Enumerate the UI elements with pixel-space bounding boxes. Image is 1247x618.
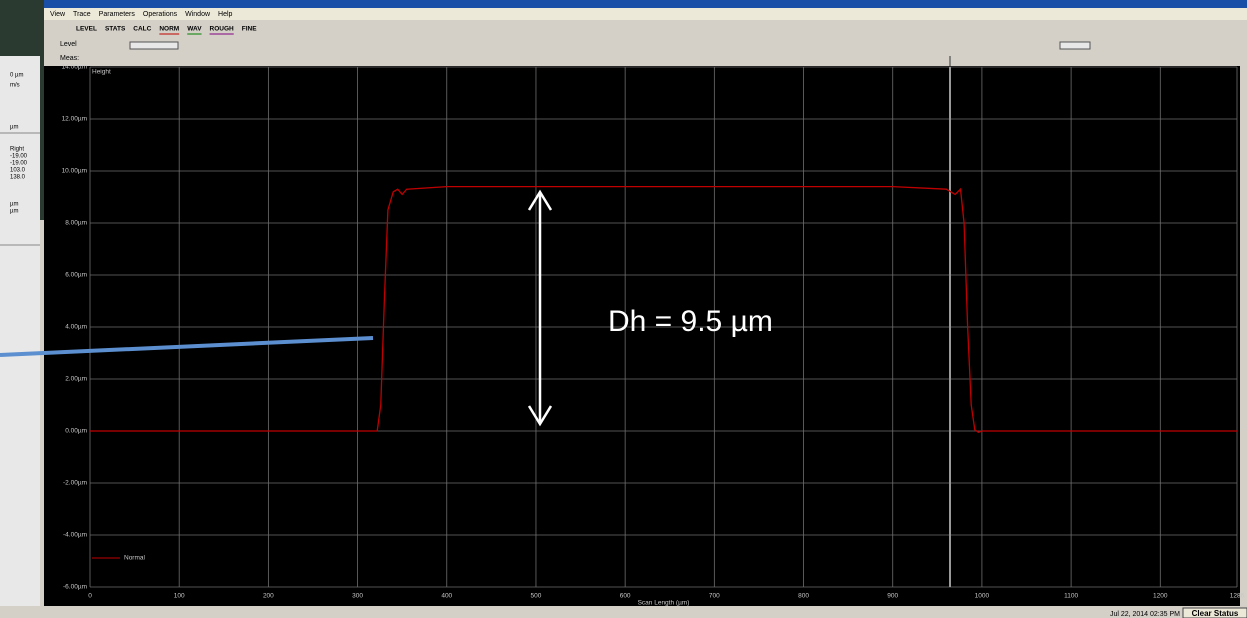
panel-text: m/s [10,83,20,89]
x-tick-label: 600 [620,593,631,600]
toolbar-button[interactable]: NORM [159,26,179,33]
x-tick-label: 900 [887,593,898,600]
x-tick-label: 0 [88,593,92,600]
panel-text: -19.00 [10,154,28,160]
y-tick-label: 0.00µm [65,428,87,435]
left-panel [0,56,40,606]
toolbar-button[interactable]: STATS [105,26,126,33]
x-tick-label: 100 [174,593,185,600]
y-tick-label: 12.00µm [62,116,87,123]
status-bar [0,606,1247,618]
x-tick-label: 1286 [1230,593,1245,600]
menu-item[interactable]: Parameters [99,11,136,18]
menu-item[interactable]: Trace [73,11,91,18]
x-tick-label: 400 [441,593,452,600]
y-tick-label: 2.00µm [65,376,87,383]
panel-text: 0 µm [10,73,23,79]
x-tick-label: 300 [352,593,363,600]
menu-item[interactable]: Window [185,11,211,18]
level-slider[interactable] [1060,42,1090,49]
menu-item[interactable]: View [50,11,66,18]
toolbar-button[interactable]: LEVEL [76,26,97,33]
x-tick-label: 1100 [1064,593,1078,600]
x-tick-label: 700 [709,593,720,600]
y-tick-label: -6.00µm [63,584,87,591]
x-axis-label: Scan Length (µm) [638,600,690,607]
panel-text: µm [10,209,18,215]
y-tick-label: -4.00µm [63,532,87,539]
panel-text: 138.0 [10,175,26,181]
screen: Clear Status Jul 22, 2014 02:35 PM Level… [0,0,1247,618]
y-tick-label: 10.00µm [62,168,87,175]
y-tick-label: 8.00µm [65,220,87,227]
title-bar [0,0,1247,8]
x-tick-label: 500 [531,593,542,600]
y-tick-label: 6.00µm [65,272,87,279]
y-axis-label: Height [92,69,111,76]
toolbar-button[interactable]: CALC [133,26,151,33]
menu-item[interactable]: Operations [143,11,178,18]
x-tick-label: 1000 [975,593,990,600]
annotation: Dh = 9.5 µm [608,305,773,338]
panel-text: -19.00 [10,161,28,167]
y-tick-label: 4.00µm [65,324,87,331]
toolbar-button[interactable]: WAV [187,26,202,33]
legend-label: Normal [124,555,146,562]
meas-label: Meas: [60,55,79,62]
x-tick-label: 200 [263,593,274,600]
button-label[interactable]: Clear Status [1192,609,1239,618]
toolbar-button[interactable]: ROUGH [210,26,235,33]
status-date: Jul 22, 2014 02:35 PM [1110,611,1180,618]
x-tick-label: 1200 [1153,593,1168,600]
y-tick-label: -2.00µm [63,480,87,487]
level-label: Level [60,41,77,48]
x-tick-label: 800 [798,593,809,600]
menu-item[interactable]: Help [218,11,233,18]
page: Clear Status Jul 22, 2014 02:35 PM Level… [0,0,1247,618]
panel-text: µm [10,202,18,208]
panel-text: Right [10,147,24,153]
panel-text: 103.0 [10,168,26,174]
toolbar-button[interactable]: FINE [242,26,257,33]
y-tick-label: 14.00µm [62,64,87,71]
panel-text: µm [10,125,18,131]
level-slider[interactable] [130,42,178,49]
